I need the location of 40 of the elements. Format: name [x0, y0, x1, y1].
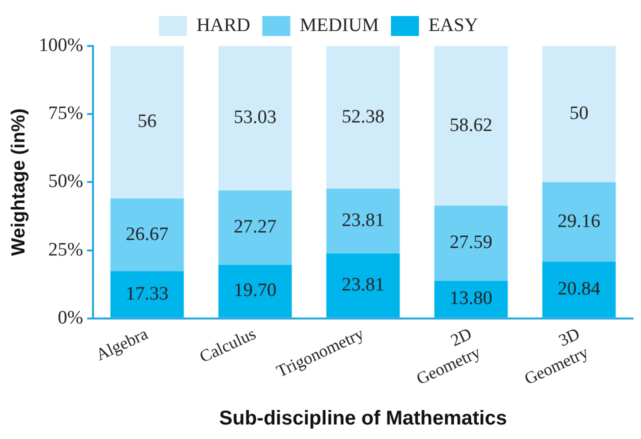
- data-label: 27.27: [234, 216, 276, 238]
- bar: [326, 188, 400, 254]
- y-tick-label: 0%: [58, 307, 84, 328]
- bar: [110, 46, 184, 199]
- data-label: 23.81: [342, 274, 384, 296]
- bar: [218, 264, 292, 318]
- legend-label: EASY: [428, 14, 478, 36]
- bar: [434, 206, 508, 281]
- bar: [326, 254, 400, 318]
- bar: [110, 198, 184, 272]
- data-label: 26.67: [126, 224, 168, 245]
- bar: [542, 262, 616, 318]
- legend-label: HARD: [196, 14, 250, 36]
- y-tick-label: 50%: [48, 171, 84, 192]
- data-label: 58.62: [450, 114, 492, 136]
- bar: [218, 46, 292, 190]
- data-label: 56: [138, 111, 157, 132]
- data-label: 17.33: [126, 283, 168, 304]
- data-label: 53.03: [234, 107, 276, 128]
- y-tick-label: 75%: [48, 103, 84, 124]
- y-tick-label: 25%: [48, 239, 84, 260]
- data-label: 29.16: [558, 210, 600, 232]
- data-label: 27.59: [450, 232, 492, 254]
- legend-label: MEDIUM: [300, 14, 380, 36]
- bar: [542, 182, 616, 262]
- bar: [434, 46, 508, 206]
- bar: [218, 190, 292, 265]
- x-axis-title: Sub-discipline of Mathematics: [219, 408, 507, 430]
- bar: [110, 271, 184, 318]
- y-axis-title: Weightage (in%): [8, 108, 30, 256]
- bar: [542, 46, 616, 182]
- data-label: 23.81: [342, 210, 384, 232]
- data-label: 13.80: [450, 288, 492, 310]
- data-label: 52.38: [342, 106, 384, 128]
- data-label: 19.70: [234, 280, 276, 302]
- data-label: 50: [570, 103, 589, 124]
- y-tick-label: 100%: [38, 34, 84, 56]
- bar: [434, 280, 508, 318]
- bar: [326, 46, 400, 189]
- data-label: 20.84: [558, 278, 601, 300]
